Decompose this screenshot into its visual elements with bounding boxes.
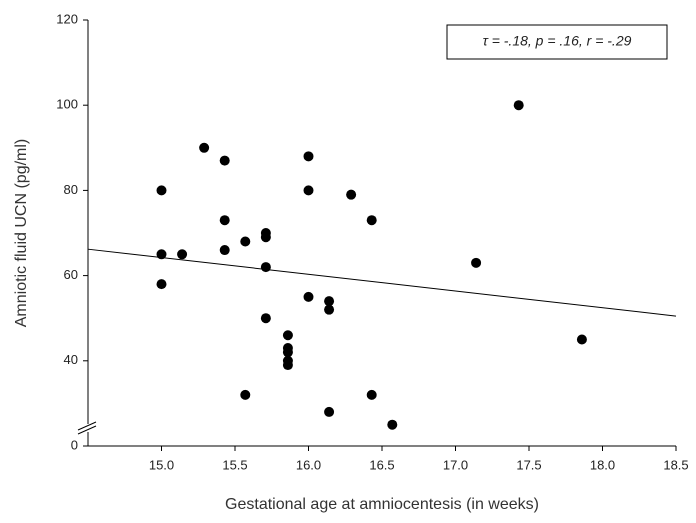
x-tick-label: 16.5 bbox=[369, 457, 394, 472]
point bbox=[156, 249, 167, 260]
point bbox=[240, 389, 251, 400]
point bbox=[324, 296, 335, 307]
axis-break-mark bbox=[77, 421, 97, 431]
y-tick-label: 100 bbox=[56, 97, 78, 112]
point bbox=[513, 100, 524, 111]
x-tick-label: 17.5 bbox=[516, 457, 541, 472]
x-tick-label: 15.5 bbox=[222, 457, 247, 472]
point bbox=[346, 189, 357, 200]
point bbox=[303, 151, 314, 162]
axis-break bbox=[78, 424, 98, 432]
x-tick-label: 16.0 bbox=[296, 457, 321, 472]
y-tick-label: 120 bbox=[56, 11, 78, 26]
point bbox=[282, 347, 293, 358]
point bbox=[219, 245, 230, 256]
point bbox=[240, 236, 251, 247]
point bbox=[576, 334, 587, 345]
point bbox=[282, 360, 293, 371]
x-tick-label: 18.0 bbox=[590, 457, 615, 472]
point bbox=[366, 389, 377, 400]
point bbox=[366, 215, 377, 226]
point bbox=[303, 185, 314, 196]
point bbox=[156, 279, 167, 290]
point bbox=[177, 249, 188, 260]
x-axis-title: Gestational age at amniocentesis (in wee… bbox=[225, 496, 539, 513]
point bbox=[199, 142, 210, 153]
point bbox=[324, 406, 335, 417]
axis-break-mark bbox=[77, 425, 97, 435]
x-tick-label: 18.5 bbox=[663, 457, 688, 472]
point bbox=[260, 262, 271, 273]
annotation-box bbox=[446, 24, 668, 60]
point bbox=[282, 330, 293, 341]
y-tick-label: 40 bbox=[64, 352, 78, 367]
y-tick-label: 80 bbox=[64, 182, 78, 197]
y-tick-label: 0 bbox=[71, 437, 78, 452]
x-tick-label: 15.0 bbox=[149, 457, 174, 472]
trend-line bbox=[87, 248, 677, 317]
point bbox=[219, 155, 230, 166]
x-tick-label: 17.0 bbox=[443, 457, 468, 472]
point bbox=[219, 215, 230, 226]
point bbox=[260, 313, 271, 324]
point bbox=[303, 291, 314, 302]
y-axis-title: Amniotic fluid UCN (pg/ml) bbox=[13, 139, 30, 327]
point bbox=[471, 257, 482, 268]
point bbox=[260, 232, 271, 243]
annotation: τ = -.18, p = .16, r = -.29 bbox=[483, 33, 632, 49]
point bbox=[156, 185, 167, 196]
point bbox=[387, 419, 398, 430]
y-tick-label: 60 bbox=[64, 267, 78, 282]
point bbox=[324, 304, 335, 315]
